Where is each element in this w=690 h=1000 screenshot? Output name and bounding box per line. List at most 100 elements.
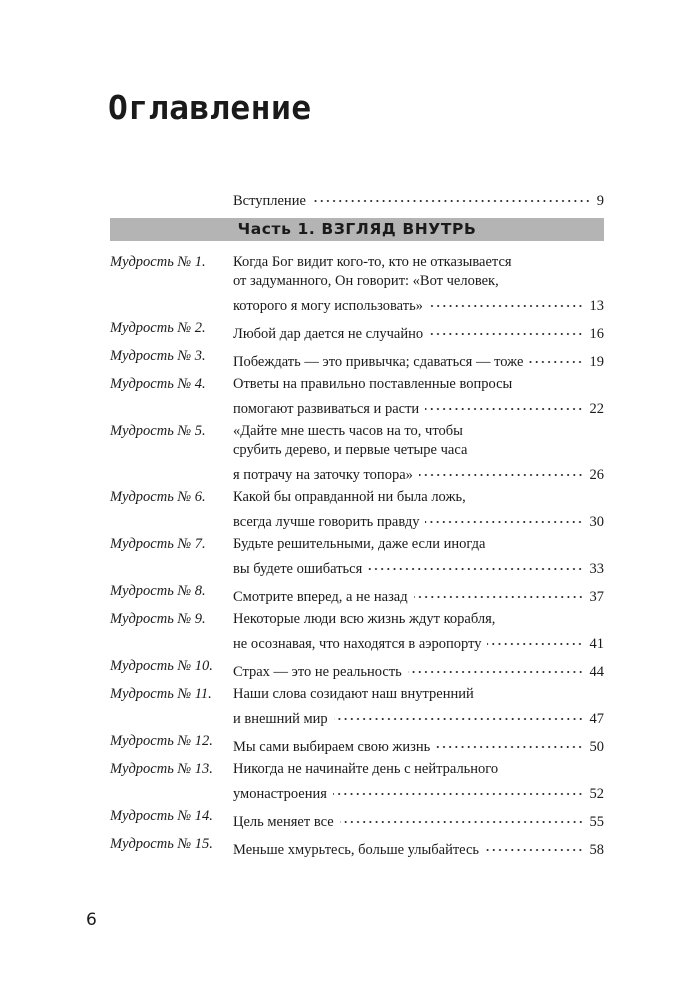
dot-leader [487,629,584,648]
dot-leader [407,657,584,676]
toc-entry[interactable]: Мудрость № 9. Некоторые люди всю жизнь жд… [110,610,604,652]
entry-page: 52 [589,786,605,802]
entry-label: Мудрость № 10. [110,658,213,674]
entry-label: Мудрость № 8. [110,583,206,599]
entry-text-line: вы будете ошибаться [233,561,363,577]
entry-text-line: Никогда не начинайте день с нейтрального [233,761,499,777]
entry-text-line: Страх — это не реальность [233,664,402,680]
toc-entry[interactable]: Мудрость № 13. Никогда не начинайте день … [110,760,604,802]
entry-label: Мудрость № 4. [110,376,206,392]
toc-entry-intro[interactable]: Вступление 9 [233,186,604,209]
entry-text: Какой бы оправданной ни была ложь, всегда… [233,488,604,530]
entry-label: Мудрость № 12. [110,733,213,749]
entry-text-line: я потрачу на заточку топора» [233,467,413,483]
entry-label: Мудрость № 14. [110,808,213,824]
toc-entry[interactable]: Мудрость № 3. Побеждать — это привычка; с… [110,347,604,370]
entry-page: 47 [589,711,605,727]
entry-text-line: Побеждать — это привычка; сдаваться — то… [233,354,524,370]
entry-text-line: Цель меняет все [233,814,334,830]
entry-text-line: всегда лучше говорить правду [233,514,420,530]
entry-page: 50 [589,739,605,755]
entry-page: 9 [596,193,604,209]
entry-text-line: Некоторые люди всю жизнь ждут корабля, [233,611,496,627]
entry-label: Мудрость № 13. [110,761,213,777]
entry-page: 19 [589,354,605,370]
entry-text: Любой дар дается не случайно 16 [233,319,604,342]
entry-text-line: Будьте решительными, даже если иногда [233,536,486,552]
dot-leader [332,779,584,798]
toc-entry[interactable]: Мудрость № 14. Цель меняет все 55 [110,807,604,830]
page-title: Оглавление [108,88,312,127]
entry-text-line: от задуманного, Он говорит: «Вот человек… [233,273,499,289]
toc-list: Мудрость № 1. Когда Бог видит кого-то, кт… [110,253,604,863]
entry-label: Мудрость № 2. [110,320,206,336]
entry-text-line: Меньше хмурьтесь, больше улыбайтесь [233,842,480,858]
entry-page: 37 [589,589,605,605]
entry-label: Мудрость № 5. [110,423,206,439]
entry-label: Мудрость № 1. [110,254,206,270]
entry-page: 33 [589,561,605,577]
entry-page: 22 [589,401,605,417]
entry-label: Мудрость № 6. [110,489,206,505]
dot-leader [485,835,584,854]
dot-leader [339,807,584,826]
entry-text-line: «Дайте мне шесть часов на то, чтобы [233,423,463,439]
entry-page: 26 [589,467,605,483]
entry-label: Мудрость № 11. [110,686,212,702]
toc-entry[interactable]: Мудрость № 10. Страх — это не реальность 4… [110,657,604,680]
entry-text: Мы сами выбираем свою жизнь 50 [233,732,604,755]
dot-leader [425,507,584,526]
entry-text-line: умонастроения [233,786,327,802]
entry-text-line: Мы сами выбираем свою жизнь [233,739,431,755]
entry-page: 30 [589,514,605,530]
entry-text: Смотрите вперед, а не назад 37 [233,582,604,605]
dot-leader [413,582,584,601]
toc-entry[interactable]: Мудрость № 8. Смотрите вперед, а не назад… [110,582,604,605]
entry-text-line: не осознавая, что находятся в аэропорту [233,636,482,652]
dot-leader [333,704,584,723]
entry-text-line: Какой бы оправданной ни была ложь, [233,489,466,505]
entry-text: Цель меняет все 55 [233,807,604,830]
entry-text: Страх — это не реальность 44 [233,657,604,680]
dot-leader [529,347,584,366]
dot-leader [428,291,584,310]
entry-label: Мудрость № 3. [110,348,206,364]
entry-text-line: Ответы на правильно поставленные вопросы [233,376,513,392]
entry-text-line: Когда Бог видит кого-то, кто не отказыва… [233,254,512,270]
entry-page: 41 [589,636,605,652]
toc-entry[interactable]: Мудрость № 7. Будьте решительными, даже е… [110,535,604,577]
entry-page: 13 [589,298,605,314]
entry-text: Наши слова созидают наш внутренний и внеш… [233,685,604,727]
entry-text: Побеждать — это привычка; сдаваться — то… [233,347,604,370]
toc-entry[interactable]: Мудрость № 15. Меньше хмурьтесь, больше у… [110,835,604,858]
toc-entry[interactable]: Мудрость № 12. Мы сами выбираем свою жизн… [110,732,604,755]
entry-text: Некоторые люди всю жизнь ждут корабля, не… [233,610,604,652]
dot-leader [311,186,591,205]
toc-entry[interactable]: Мудрость № 2. Любой дар дается не случайн… [110,319,604,342]
entry-text-line: помогают развиваться и расти [233,401,420,417]
dot-leader [418,460,584,479]
entry-text: Меньше хмурьтесь, больше улыбайтесь 58 [233,835,604,858]
entry-text: Когда Бог видит кого-то, кто не отказыва… [233,253,604,314]
toc-entry[interactable]: Мудрость № 5. «Дайте мне шесть часов на т… [110,422,604,483]
dot-leader [425,394,584,413]
entry-text: Ответы на правильно поставленные вопросы… [233,375,604,417]
entry-label: Мудрость № 9. [110,611,206,627]
entry-page: 16 [589,326,605,342]
entry-label: Мудрость № 15. [110,836,213,852]
entry-page: 55 [589,814,605,830]
entry-text-line: и внешний мир [233,711,328,727]
toc-entry[interactable]: Мудрость № 11. Наши слова созидают наш вн… [110,685,604,727]
entry-text: «Дайте мне шесть часов на то, чтобы сруби… [233,422,604,483]
entry-text-line: которого я могу использовать» [233,298,423,314]
entry-label: Мудрость № 7. [110,536,206,552]
page-number: 6 [86,910,97,930]
entry-text-line: Смотрите вперед, а не назад [233,589,408,605]
toc-entry[interactable]: Мудрость № 4. Ответы на правильно поставл… [110,375,604,417]
entry-text: Будьте решительными, даже если иногда вы … [233,535,604,577]
toc-entry[interactable]: Мудрость № 1. Когда Бог видит кого-то, кт… [110,253,604,314]
toc-entry[interactable]: Мудрость № 6. Какой бы оправданной ни был… [110,488,604,530]
entry-text-line: Наши слова созидают наш внутренний [233,686,474,702]
dot-leader [368,554,584,573]
entry-text: Никогда не начинайте день с нейтрального… [233,760,604,802]
